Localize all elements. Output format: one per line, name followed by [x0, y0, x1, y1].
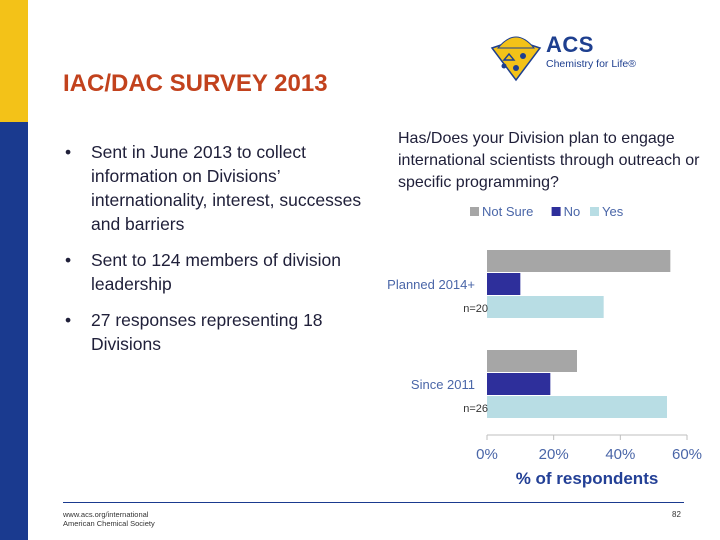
bullet-item: Sent in June 2013 to collect information…	[63, 140, 363, 236]
footer-credits: www.acs.org/international American Chemi…	[63, 510, 155, 528]
x-tick-label: 60%	[672, 446, 702, 463]
acs-emblem-icon	[490, 36, 542, 82]
bar-no	[487, 373, 551, 395]
page-title: IAC/DAC SURVEY 2013	[63, 70, 328, 97]
bullet-item: 27 responses representing 18 Divisions	[63, 308, 363, 356]
x-tick-label: 20%	[539, 446, 569, 463]
sample-size-label: n=20	[463, 303, 488, 315]
chart-question: Has/Does your Division plan to engage in…	[398, 130, 700, 191]
footer-org: American Chemical Society	[63, 519, 155, 528]
bar-yes	[487, 296, 604, 318]
x-tick-label: 40%	[605, 446, 635, 463]
sidebar-accent	[0, 0, 28, 122]
bar-not-sure	[487, 250, 671, 272]
bar-chart: Not Sure No Yes Planned 2014+ n=20 Since 2011…	[387, 204, 702, 488]
legend-swatch	[470, 207, 479, 216]
category-label: Since 2011	[411, 377, 475, 392]
legend-swatch	[590, 207, 599, 216]
footer-divider	[63, 502, 684, 503]
logo-name: ACS	[546, 32, 594, 57]
logo-tagline: Chemistry for Life®	[546, 58, 637, 70]
sample-size-label: n=26	[463, 403, 488, 415]
legend-swatch	[551, 207, 561, 216]
x-tick-label: 0%	[476, 446, 498, 463]
bar-not-sure	[487, 350, 577, 372]
legend-label: Not Sure	[482, 204, 533, 219]
acs-logo: ACS Chemistry for Life®	[490, 30, 650, 82]
legend-label: No	[564, 204, 581, 219]
footer-url: www.acs.org/international	[63, 510, 149, 519]
x-axis-title: % of respondents	[516, 469, 659, 488]
bar-no	[487, 273, 521, 295]
legend-label: Yes	[602, 204, 624, 219]
bullet-list: Sent in June 2013 to collect information…	[63, 140, 363, 368]
category-label: Planned 2014+	[387, 277, 475, 292]
bar-yes	[487, 396, 667, 418]
page-number: 82	[672, 510, 681, 519]
bullet-item: Sent to 124 members of division leadersh…	[63, 248, 363, 296]
